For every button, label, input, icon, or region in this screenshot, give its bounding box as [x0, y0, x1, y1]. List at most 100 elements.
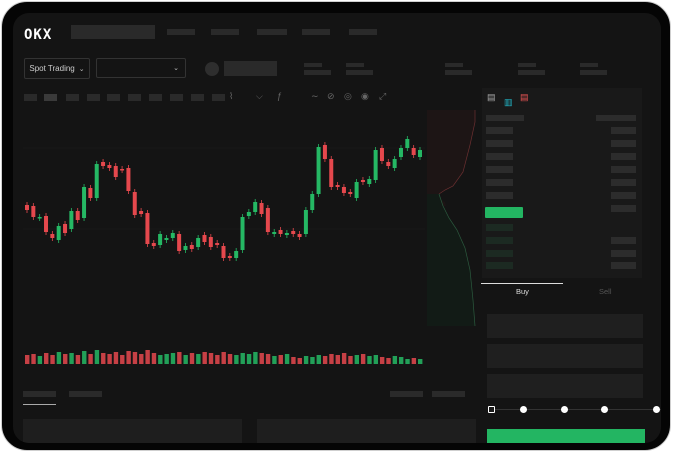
timeframe-button[interactable] [149, 94, 162, 101]
pair-select[interactable]: ⌄ [96, 58, 186, 78]
orderbook-bids-icon[interactable]: ▥ [504, 97, 513, 107]
candle [360, 180, 365, 182]
ask-price [486, 192, 513, 199]
settings-icon[interactable]: ◉ [361, 91, 369, 101]
slider-mark-75[interactable] [601, 406, 608, 413]
volume-bar [303, 356, 309, 364]
search-bar[interactable] [71, 25, 155, 39]
slider-handle[interactable] [488, 406, 495, 413]
candle [411, 148, 416, 155]
buy-button[interactable] [487, 429, 645, 443]
tab-buy[interactable]: Buy [516, 287, 529, 296]
coin-icon [205, 62, 219, 76]
candle [348, 192, 353, 194]
ask-amount [611, 140, 636, 147]
amount-slider[interactable] [493, 409, 661, 410]
fx-icon[interactable]: ƒ [277, 91, 283, 101]
nav-item[interactable] [302, 29, 330, 35]
bid-amount [611, 262, 636, 269]
volume-bar [158, 355, 163, 364]
timeframe-button[interactable] [87, 94, 100, 101]
nav-item[interactable] [167, 29, 195, 35]
filter-button[interactable] [432, 391, 465, 397]
candle [398, 148, 403, 157]
candle [63, 224, 68, 233]
volume-bar [132, 352, 138, 364]
volume-bar [278, 355, 283, 364]
candle [297, 234, 302, 237]
timeframe-button[interactable] [66, 94, 79, 101]
volume-bar [386, 358, 391, 364]
volume-bar [69, 353, 74, 364]
volume-bar [101, 353, 106, 364]
amount-input[interactable] [487, 344, 643, 368]
volume-bar [221, 352, 226, 364]
volume-bar [367, 356, 372, 364]
market-type-select[interactable]: Spot Trading ⌄ [24, 58, 90, 79]
indicator-icon[interactable]: ⌇ [229, 91, 234, 101]
volume-bar [322, 356, 328, 364]
chart-type-icon[interactable]: ⌵ [256, 91, 263, 101]
candle [310, 194, 315, 210]
timeframe-button[interactable] [24, 94, 37, 101]
filter-button[interactable] [390, 391, 423, 397]
timeframe-button[interactable] [44, 94, 57, 101]
candle [354, 182, 359, 198]
nav-item[interactable] [211, 29, 239, 35]
candle [265, 208, 270, 232]
candle [107, 165, 112, 168]
candle [88, 188, 93, 198]
ask-amount [611, 192, 636, 199]
camera-icon[interactable]: ◎ [344, 91, 352, 101]
ask-price [486, 166, 513, 173]
volume-bar [354, 355, 360, 364]
bid-price [486, 224, 513, 231]
volume-bar [189, 353, 195, 364]
timeframe-button[interactable] [170, 94, 183, 101]
tab-open-orders[interactable] [23, 391, 56, 397]
candlestick-chart[interactable] [13, 13, 483, 373]
drawing-icon[interactable]: ⊘ [327, 91, 335, 101]
volume-bar [56, 352, 62, 364]
orderbook-asks-icon[interactable]: ▤ [520, 92, 529, 102]
volume-bar [94, 350, 100, 364]
ask-amount [611, 166, 636, 173]
timeframe-button[interactable] [191, 94, 204, 101]
bid-amount [611, 250, 636, 257]
timeframe-button[interactable] [212, 94, 225, 101]
bid-price [486, 237, 513, 244]
tab-sell[interactable]: Sell [599, 287, 612, 296]
candle [335, 185, 340, 187]
candle [405, 139, 410, 148]
candle [31, 206, 36, 217]
candle [151, 243, 156, 246]
fullscreen-icon[interactable]: ⤢ [379, 91, 387, 101]
candle [120, 169, 125, 171]
chevron-down-icon: ⌄ [173, 65, 179, 72]
tab-order-history[interactable] [69, 391, 102, 397]
candle [341, 187, 346, 193]
line-tool-icon[interactable]: ∼ [311, 91, 319, 101]
volume-bar [227, 354, 233, 364]
volume-bar [139, 354, 144, 364]
orderbook-both-icon[interactable]: ▤ [487, 92, 496, 102]
volume-bar [120, 355, 125, 364]
slider-mark-50[interactable] [561, 406, 568, 413]
volume-bar [145, 350, 150, 364]
timeframe-button[interactable] [128, 94, 141, 101]
candle [227, 256, 232, 258]
total-input[interactable] [487, 374, 643, 398]
price-input[interactable] [487, 314, 643, 338]
stat-value [518, 70, 545, 75]
timeframe-button[interactable] [107, 94, 120, 101]
volume-bar [259, 353, 264, 364]
volume-bar [107, 354, 112, 364]
nav-item[interactable] [349, 29, 377, 35]
candle [37, 217, 42, 219]
candle [196, 238, 201, 247]
volume-bar [183, 355, 188, 364]
slider-mark-25[interactable] [520, 406, 527, 413]
nav-item[interactable] [257, 29, 287, 35]
volume-bar [310, 357, 315, 364]
slider-mark-100[interactable] [653, 406, 660, 413]
